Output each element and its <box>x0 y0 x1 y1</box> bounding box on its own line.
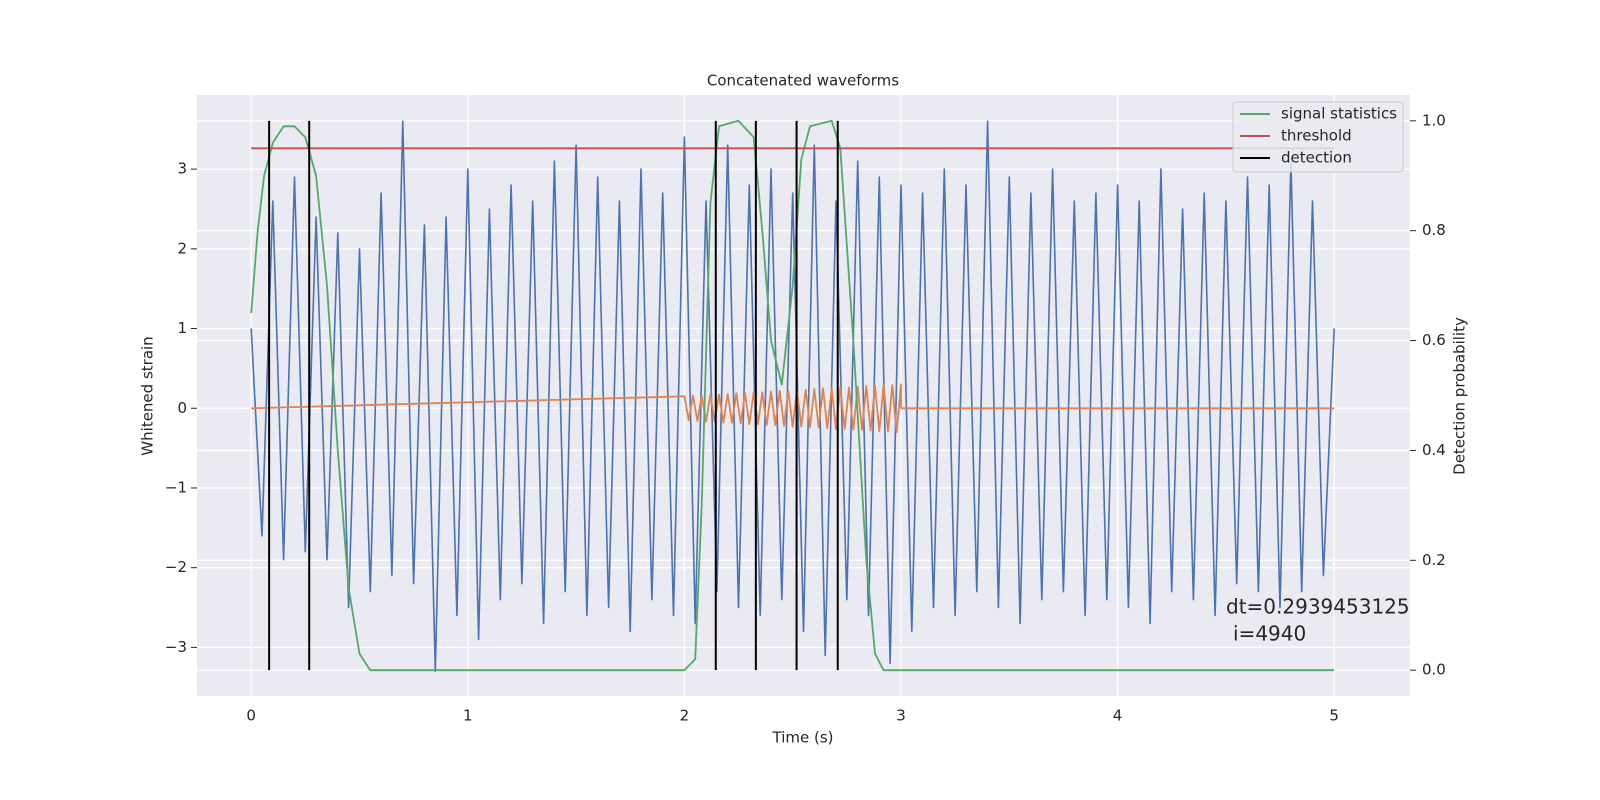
x-tick-label: 3 <box>896 707 906 725</box>
x-axis-label: Time (s) <box>772 729 834 747</box>
y-tick-label: 1 <box>177 319 187 337</box>
annotation: i=4940 <box>1233 622 1306 646</box>
y2-tick-label: 1.0 <box>1422 111 1446 129</box>
y-tick-label: 3 <box>177 160 187 178</box>
chart-title: Concatenated waveforms <box>707 72 899 90</box>
y2-tick-label: 0.2 <box>1422 551 1446 569</box>
series-line <box>251 383 1335 434</box>
y2-tick-label: 0.8 <box>1422 221 1446 239</box>
y2-tick-label: 0.0 <box>1422 661 1446 679</box>
annotation: dt=0.2939453125 <box>1226 595 1410 619</box>
x-tick-label: 2 <box>680 707 690 725</box>
y-tick-label: −3 <box>165 638 187 656</box>
series-line <box>250 120 1335 673</box>
y-tick-label: 2 <box>177 239 187 257</box>
x-tick-label: 1 <box>463 707 473 725</box>
y-tick-label: −2 <box>165 558 187 576</box>
legend-box <box>1232 101 1404 173</box>
x-tick-label: 4 <box>1113 707 1123 725</box>
marks <box>250 119 1335 673</box>
legend: signal statistics threshold detection <box>1232 101 1404 173</box>
legend-label: detection <box>1281 149 1352 167</box>
y-tick-label: −1 <box>165 478 187 496</box>
series-line <box>250 119 1335 672</box>
legend-label: threshold <box>1281 127 1352 145</box>
y-tick-label: 0 <box>177 399 187 417</box>
y2-tick-label: 0.4 <box>1422 441 1446 459</box>
y-axis-label: Whitened strain <box>139 336 157 455</box>
y2-axis-label: Detection probability <box>1451 317 1469 475</box>
x-tick-label: 0 <box>246 707 256 725</box>
legend-label: signal statistics <box>1281 105 1397 123</box>
y2-tick-label: 0.6 <box>1422 331 1446 349</box>
x-tick-label: 5 <box>1329 707 1339 725</box>
